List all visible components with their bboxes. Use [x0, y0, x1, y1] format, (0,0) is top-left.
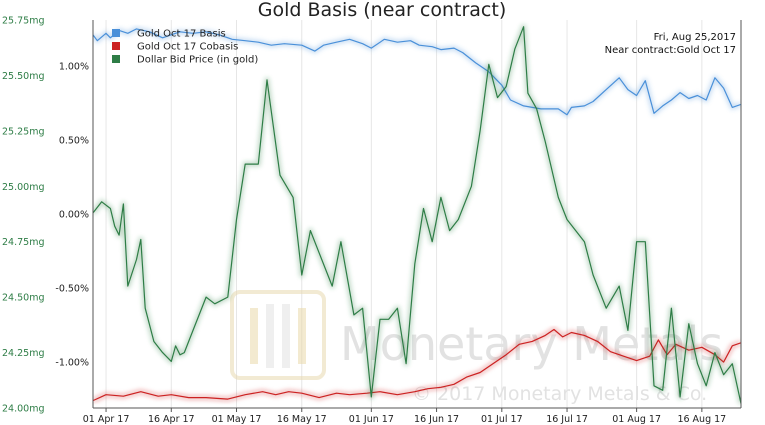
right-tick-label: 0.50% — [59, 135, 89, 146]
x-tick-label: 01 Aug 17 — [612, 414, 661, 425]
info-date: Fri, Aug 25,2017 — [654, 32, 736, 43]
x-tick-label: 01 May 17 — [212, 414, 262, 425]
right-tick-label: 1.00% — [59, 61, 89, 72]
right-tick-label: -0.50% — [55, 284, 89, 295]
x-tick-label: 16 Jun 17 — [414, 414, 459, 425]
plot-area — [93, 20, 741, 408]
x-tick-label: 16 May 17 — [277, 414, 327, 425]
x-tick-label: 01 Jul 17 — [481, 414, 523, 425]
left-tick-label: 24.25mg — [2, 348, 44, 359]
watermark-copyright: © 2017 Monetary Metals & Co. — [412, 383, 707, 405]
chart-title: Gold Basis (near contract) — [258, 0, 506, 21]
left-tick-label: 24.00mg — [2, 404, 44, 415]
legend: Gold Oct 17 Basis Gold Oct 17 Cobasis Doll… — [112, 29, 258, 66]
left-tick-label: 25.25mg — [2, 126, 44, 137]
left-axis: 25.75mg 25.50mg 25.25mg 25.00mg 24.75mg 24.50… — [2, 16, 44, 415]
left-tick-label: 24.75mg — [2, 237, 44, 248]
legend-swatch — [112, 42, 120, 50]
legend-swatch — [112, 29, 120, 37]
left-tick-label: 25.50mg — [2, 71, 44, 82]
info-contract: Near contract:Gold Oct 17 — [605, 45, 736, 56]
legend-cobasis[interactable]: Gold Oct 17 Cobasis — [112, 42, 238, 53]
cobasis-series-line — [93, 328, 741, 402]
left-tick-label: 25.75mg — [2, 16, 44, 27]
basis-series-line — [93, 28, 741, 116]
right-axis: 1.00% 0.50% 0.00% -0.50% -1.00% — [55, 61, 89, 368]
legend-dollar-bid[interactable]: Dollar Bid Price (in gold) — [112, 55, 258, 66]
x-tick-label: 01 Apr 17 — [83, 414, 130, 425]
x-tick-label: 01 Jun 17 — [349, 414, 394, 425]
dollar-bid-series-line — [93, 26, 741, 404]
legend-label: Gold Oct 17 Cobasis — [137, 42, 238, 53]
left-tick-label: 25.00mg — [2, 182, 44, 193]
legend-swatch — [112, 55, 120, 63]
info-box: Fri, Aug 25,2017 Near contract:Gold Oct … — [605, 32, 736, 56]
left-tick-label: 24.50mg — [2, 293, 44, 304]
right-tick-label: -1.00% — [55, 358, 89, 369]
legend-label: Gold Oct 17 Basis — [137, 29, 226, 40]
x-tick-label: 16 Jul 17 — [546, 414, 588, 425]
legend-basis[interactable]: Gold Oct 17 Basis — [112, 29, 226, 40]
legend-label: Dollar Bid Price (in gold) — [137, 55, 258, 66]
series-layer — [93, 24, 741, 405]
x-axis: 01 Apr 17 16 Apr 17 01 May 17 16 May 17 01 J… — [83, 408, 726, 425]
right-tick-label: 0.00% — [59, 210, 89, 221]
x-tick-label: 16 Aug 17 — [677, 414, 726, 425]
x-tick-label: 16 Apr 17 — [148, 414, 195, 425]
watermark-logo — [230, 290, 326, 380]
